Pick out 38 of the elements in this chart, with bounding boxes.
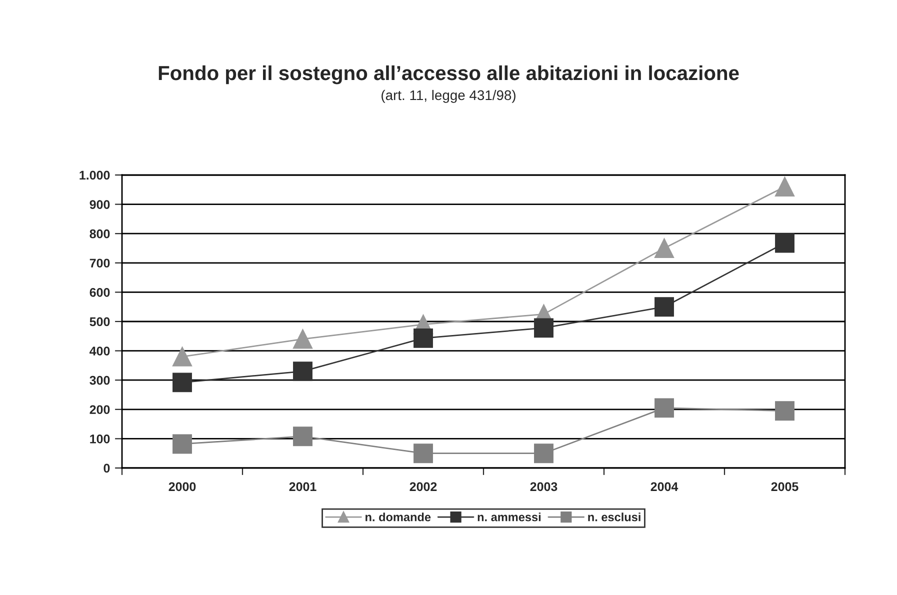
x-tick-label: 2002 xyxy=(410,482,437,492)
point xyxy=(775,401,794,421)
point xyxy=(414,328,433,348)
y-tick-label: 600 xyxy=(90,288,110,297)
y-tick-label: 500 xyxy=(90,317,110,326)
point xyxy=(172,434,192,454)
legend-label: n. esclusi xyxy=(588,512,640,522)
point xyxy=(172,372,192,392)
point xyxy=(775,176,794,196)
x-tick-label: 2003 xyxy=(530,482,558,492)
point xyxy=(534,444,554,464)
y-tick-label: 0 xyxy=(104,464,110,473)
y-tick-label: 900 xyxy=(90,200,110,209)
point xyxy=(534,318,554,338)
y-tick-label: 200 xyxy=(90,405,110,414)
legend-label: n. domande xyxy=(366,512,431,522)
point xyxy=(293,362,312,382)
chart-subtitle: (art. 11, legge 431/98) xyxy=(382,90,516,103)
x-tick-label: 2000 xyxy=(168,482,196,492)
x-tick-label: 2001 xyxy=(289,482,316,492)
point xyxy=(654,297,674,317)
point xyxy=(654,238,674,258)
legend-label: n. ammessi xyxy=(478,512,541,522)
point xyxy=(293,426,312,446)
point xyxy=(414,444,433,464)
point xyxy=(775,233,794,253)
y-tick-label: 800 xyxy=(90,229,110,238)
y-tick-label: 700 xyxy=(90,258,110,268)
x-tick-label: 2005 xyxy=(771,482,798,492)
point xyxy=(654,398,674,418)
point xyxy=(293,329,312,349)
chart-title: Fondo per il sostegno all’accesso alle abitazioni in locazione xyxy=(158,65,739,84)
y-tick-label: 400 xyxy=(90,346,110,356)
point xyxy=(172,346,192,366)
y-tick-label: 1.000 xyxy=(80,170,110,180)
x-tick-label: 2004 xyxy=(650,482,678,492)
y-tick-label: 300 xyxy=(90,376,110,385)
y-tick-label: 100 xyxy=(90,434,110,444)
